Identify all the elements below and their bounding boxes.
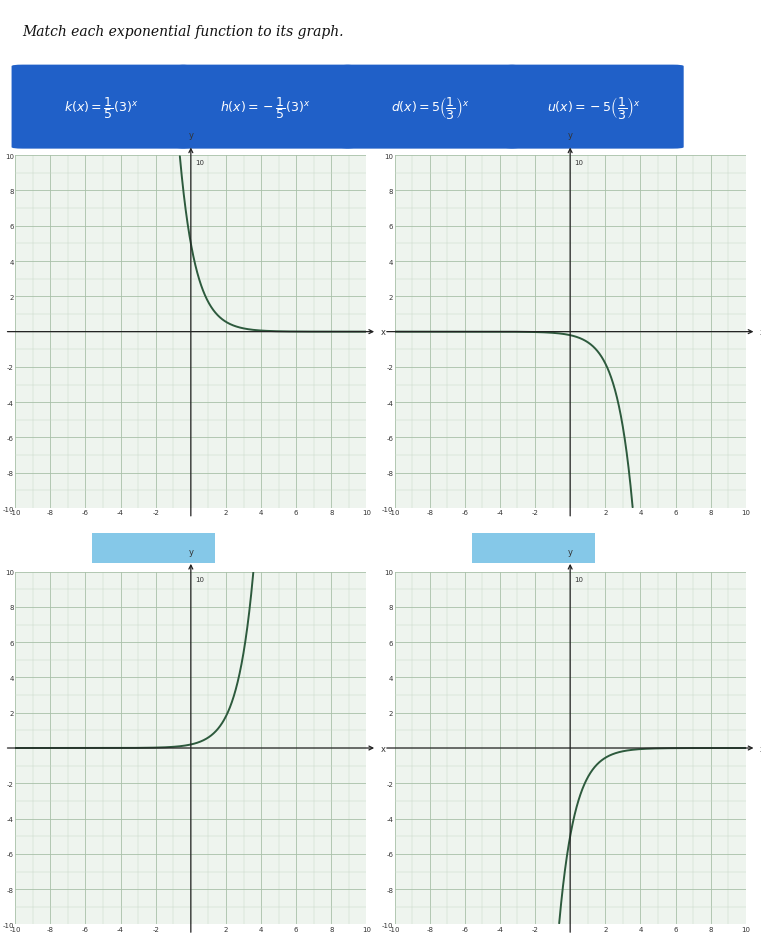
Text: y: y	[568, 548, 573, 556]
Text: 10: 10	[575, 576, 584, 582]
FancyBboxPatch shape	[176, 65, 355, 149]
Text: $u(x) = -5\left(\dfrac{1}{3}\right)^x$: $u(x) = -5\left(\dfrac{1}{3}\right)^x$	[547, 94, 641, 121]
Text: 10: 10	[575, 160, 584, 166]
Text: $k(x) = \dfrac{1}{5}(3)^x$: $k(x) = \dfrac{1}{5}(3)^x$	[64, 94, 139, 121]
Text: $h(x) = -\dfrac{1}{5}(3)^x$: $h(x) = -\dfrac{1}{5}(3)^x$	[220, 94, 310, 121]
Text: $d(x) = 5\left(\dfrac{1}{3}\right)^x$: $d(x) = 5\left(\dfrac{1}{3}\right)^x$	[390, 94, 469, 121]
Text: x: x	[380, 328, 386, 337]
Text: y: y	[188, 131, 193, 140]
Text: Match each exponential function to its graph.: Match each exponential function to its g…	[23, 25, 344, 40]
FancyBboxPatch shape	[340, 65, 519, 149]
Text: x: x	[380, 744, 386, 752]
Bar	[472, 533, 595, 564]
FancyBboxPatch shape	[505, 65, 683, 149]
FancyBboxPatch shape	[11, 65, 190, 149]
Text: x: x	[759, 744, 761, 752]
Bar	[93, 533, 215, 564]
Text: x: x	[759, 328, 761, 337]
Text: 10: 10	[196, 576, 204, 582]
Text: y: y	[568, 131, 573, 140]
Text: 10: 10	[196, 160, 204, 166]
Text: y: y	[188, 548, 193, 556]
